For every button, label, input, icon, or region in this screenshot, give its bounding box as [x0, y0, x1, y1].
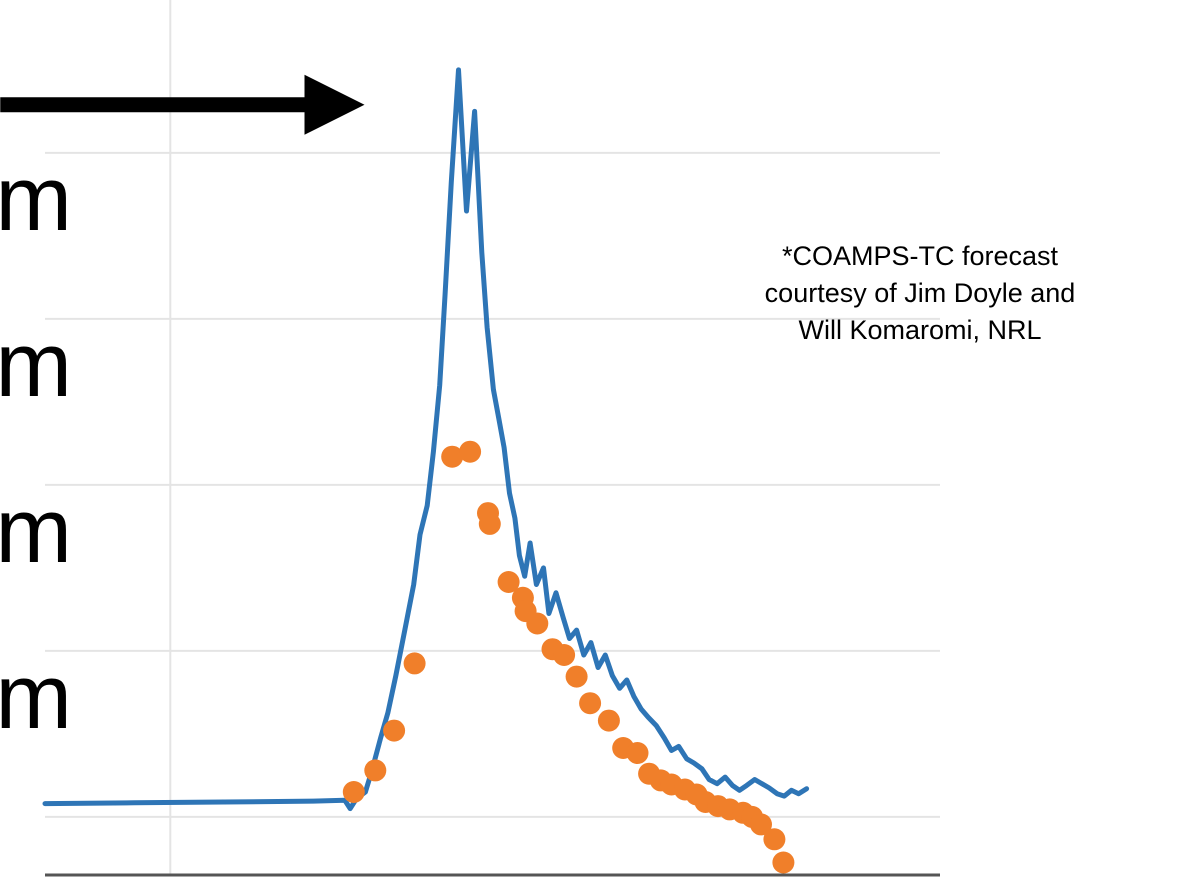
arrow-head [304, 74, 365, 135]
scatter-point [579, 692, 602, 715]
scatter-point [750, 813, 772, 836]
scatter-point [772, 851, 795, 874]
scatter-point [459, 440, 482, 463]
scatter-point [597, 709, 620, 732]
y-tick-label: m [0, 479, 72, 582]
scatter-point [497, 571, 520, 593]
scatter-point [565, 665, 588, 688]
series-scatter-observations [342, 440, 795, 874]
scatter-point [441, 445, 464, 468]
credit-annotation: *COAMPS-TC forecast courtesy of Jim Doyl… [680, 238, 1160, 349]
y-tick-label: m [0, 645, 72, 748]
scatter-point [478, 512, 501, 535]
y-tick-label: m [0, 147, 72, 250]
series-line-forecast [42, 67, 810, 812]
scatter-point [342, 781, 365, 803]
scatter-point [383, 719, 406, 742]
scatter-point [403, 652, 426, 675]
credit-line-1: *COAMPS-TC forecast [781, 241, 1059, 271]
credit-line-2: courtesy of Jim Doyle and [764, 278, 1076, 308]
y-tick-label: m [0, 313, 72, 416]
scatter-point [553, 644, 576, 666]
credit-line-3: Will Komaromi, NRL [798, 315, 1042, 345]
scatter-point [763, 828, 786, 851]
scatter-point [364, 759, 387, 782]
scatter-point [526, 612, 549, 635]
scatter-point [626, 742, 649, 764]
arrow-annotation [0, 74, 365, 135]
chart-gridlines [45, 0, 940, 875]
